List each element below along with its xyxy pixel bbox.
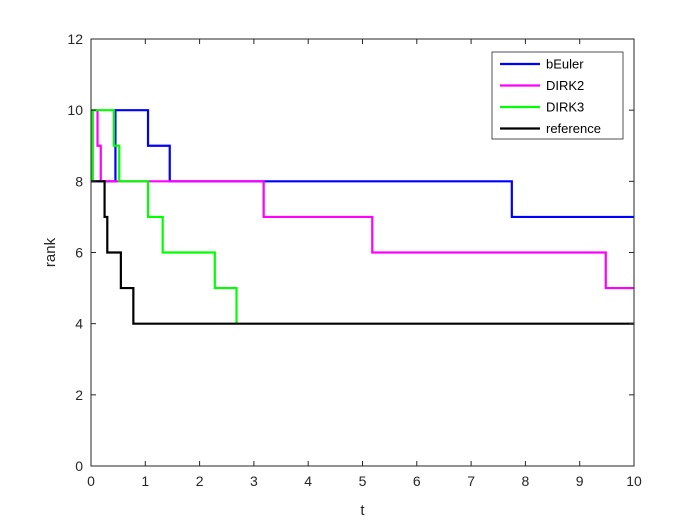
- x-tick-label: 1: [141, 473, 149, 489]
- legend[interactable]: bEuler DIRK2 DIRK3 reference: [491, 51, 624, 140]
- y-tick-label: 4: [75, 316, 83, 332]
- series-line-dirk3: [91, 109, 238, 324]
- y-tick-label: 8: [75, 173, 83, 189]
- legend-label-beuler: bEuler: [546, 57, 584, 72]
- x-tick-label: 2: [196, 473, 204, 489]
- y-tick-label: 10: [67, 102, 83, 118]
- x-axis-label: t: [360, 502, 365, 519]
- series-line-reference: [91, 180, 634, 325]
- y-tick-label: 6: [75, 245, 83, 261]
- y-tick-label: 2: [75, 387, 83, 403]
- x-tick-label: 4: [304, 473, 312, 489]
- x-tick-label: 5: [359, 473, 367, 489]
- legend-label-dirk2: DIRK2: [546, 78, 584, 93]
- legend-label-dirk3: DIRK3: [546, 100, 584, 115]
- x-tick-label: 6: [413, 473, 421, 489]
- x-tick-label: 10: [626, 473, 642, 489]
- x-tick-label: 8: [522, 473, 530, 489]
- x-tick-label: 7: [467, 473, 475, 489]
- legend-items: bEuler DIRK2 DIRK3 reference: [500, 57, 601, 136]
- legend-box: [491, 51, 624, 140]
- y-tick-label: 0: [75, 458, 83, 474]
- y-axis-label: rank: [42, 237, 59, 267]
- legend-label-reference: reference: [546, 121, 601, 136]
- y-tick-label: 12: [67, 31, 83, 47]
- x-tick-label: 0: [87, 473, 95, 489]
- x-tick-label: 9: [576, 473, 584, 489]
- x-tick-label: 3: [250, 473, 258, 489]
